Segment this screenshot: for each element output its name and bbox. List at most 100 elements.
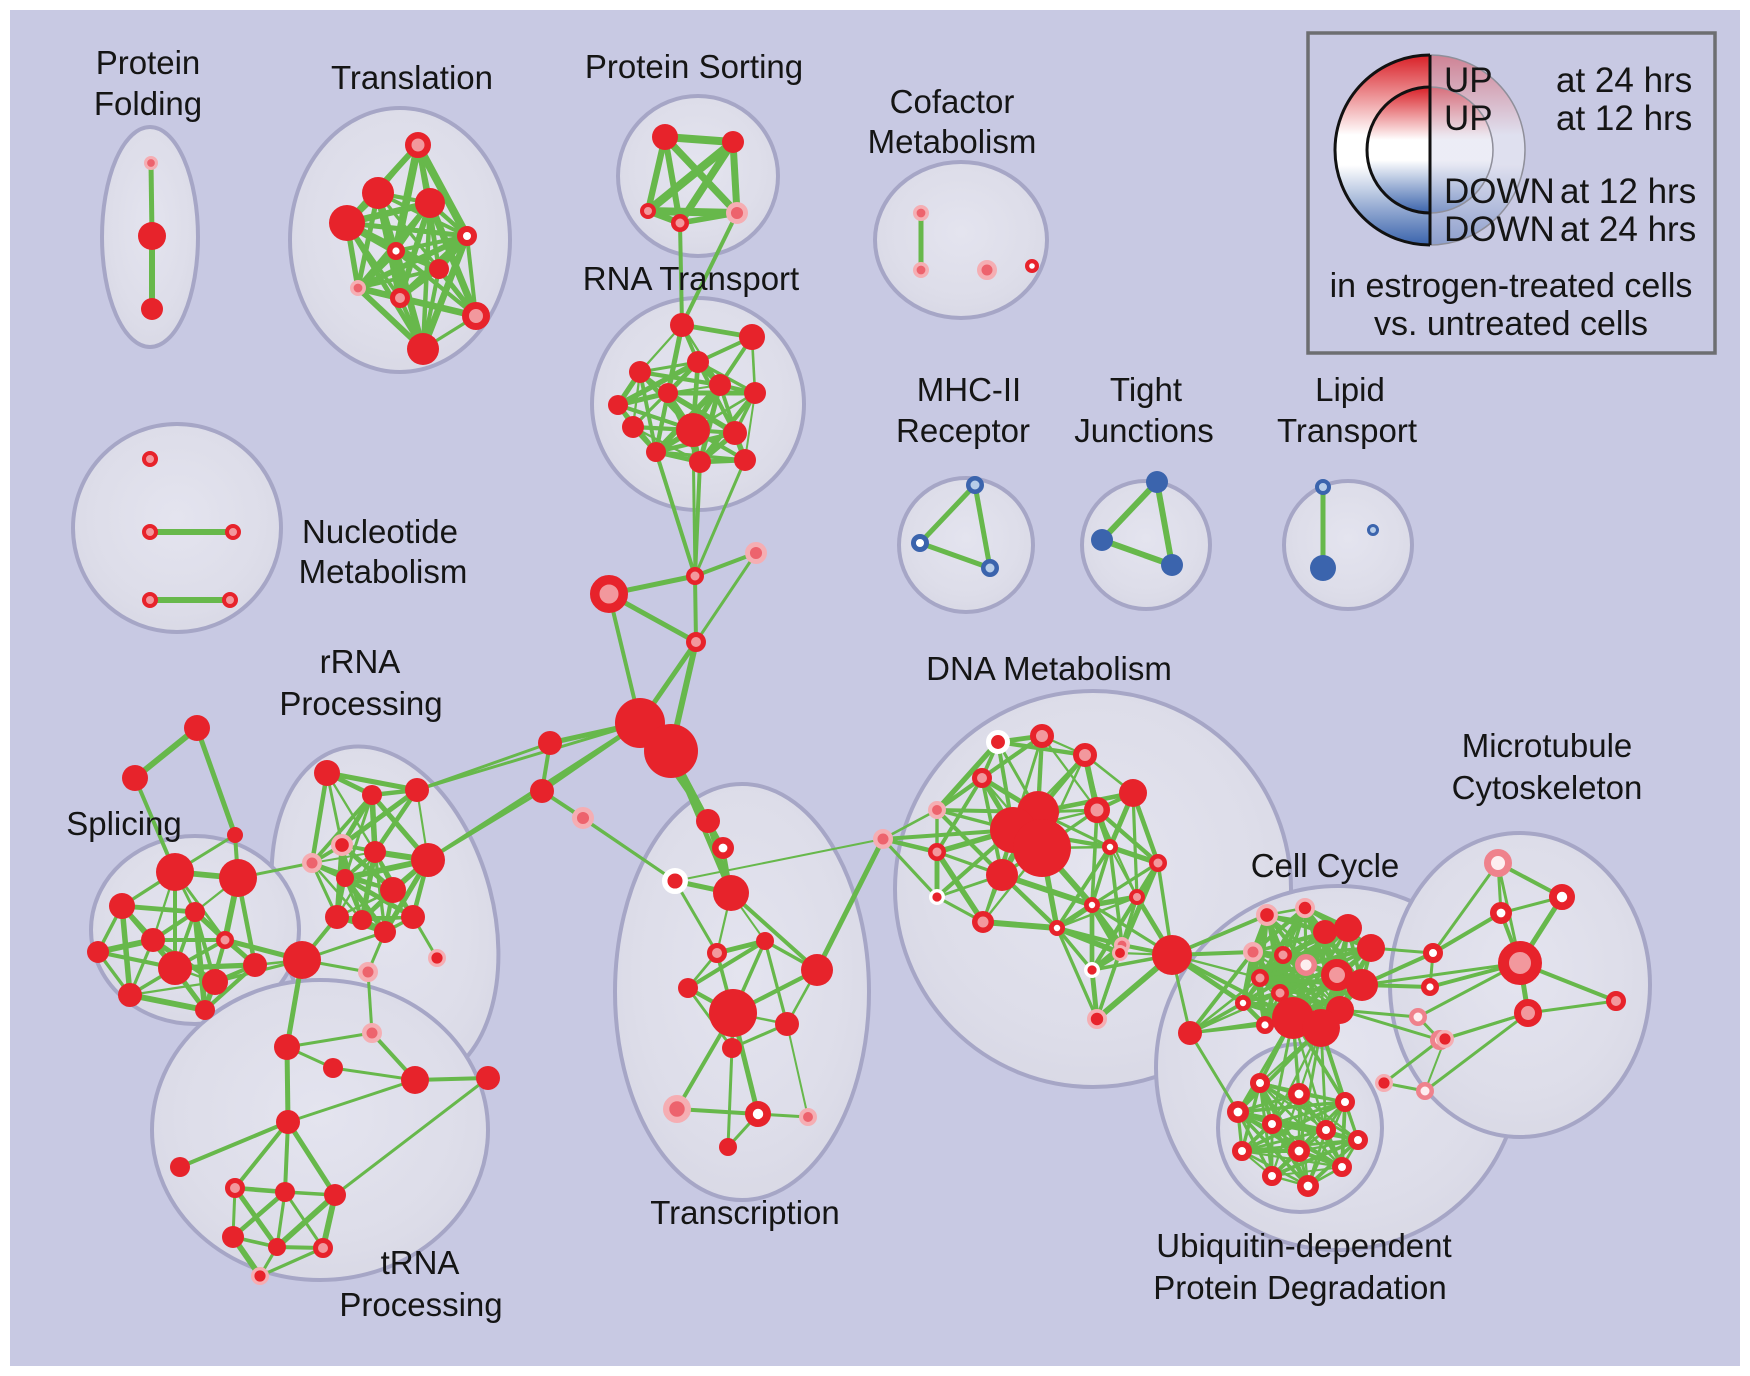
label-dna-metabolism-line1: DNA Metabolism [926, 650, 1172, 687]
graph-edge [1527, 999, 1617, 1015]
graph-edge [427, 789, 543, 862]
node-cc8 [1295, 954, 1317, 976]
node-ub12 [1297, 1175, 1320, 1198]
node-rr4 [330, 834, 353, 857]
node-hb2 [744, 541, 767, 564]
node-rr7 [336, 869, 354, 887]
node-tl10 [462, 302, 490, 330]
graph-edge [882, 808, 938, 841]
graph-edge [691, 429, 697, 577]
node-nm3 [225, 524, 241, 540]
label-protein-folding-line1: Protein [96, 44, 201, 81]
graph-edge [414, 143, 471, 238]
graph-edge [678, 222, 684, 326]
graph-edge [275, 1192, 337, 1250]
cluster-nucleotide-metabolism [71, 422, 283, 634]
node-rt7 [658, 383, 678, 403]
node-cf2 [912, 261, 929, 278]
graph-edge [373, 788, 419, 854]
node-sp6 [109, 893, 135, 919]
node-tl2 [329, 205, 365, 241]
graph-edge [647, 206, 738, 218]
graph-edge [1251, 906, 1307, 954]
node-tn11 [251, 1266, 270, 1285]
node-ub1 [1250, 1073, 1270, 1093]
node-cc9 [1321, 959, 1353, 991]
node-tc10 [801, 954, 833, 986]
node-cc17 [1302, 1009, 1340, 1047]
label-mhc-ii-receptor-line2: Receptor [896, 412, 1030, 449]
node-rr15 [427, 949, 446, 968]
node-hb9 [571, 806, 594, 829]
node-pf3 [141, 298, 163, 320]
graph-edge [1339, 1008, 1441, 1042]
node-sp12 [202, 969, 228, 995]
node-nm2 [142, 524, 158, 540]
node-rr8 [411, 843, 445, 877]
graph-edge [359, 851, 378, 921]
graph-edge [355, 192, 381, 289]
node-cc10 [1346, 969, 1378, 1001]
node-tl7 [429, 259, 449, 279]
graph-edge [179, 1120, 289, 1169]
node-dm16 [928, 888, 945, 905]
node-tl5 [457, 226, 477, 246]
graph-edge [616, 359, 700, 408]
node-pf2 [138, 222, 166, 250]
node-rr3 [405, 778, 429, 802]
node-ps2 [722, 131, 744, 153]
graph-edge [285, 1120, 338, 1197]
graph-edge [1188, 1032, 1240, 1113]
node-rt1 [670, 313, 694, 337]
graph-edge [311, 862, 363, 921]
node-mh1 [966, 476, 984, 494]
node-rr17 [401, 1066, 429, 1094]
graph-edge [1259, 976, 1341, 1012]
cluster-lipid-transport [1282, 479, 1414, 611]
node-tc6 [707, 943, 727, 963]
node-ub6 [1316, 1120, 1336, 1140]
label-cofactor-metabolism-line1: Cofactor [890, 83, 1015, 120]
graph-edge [1090, 809, 1099, 906]
graph-edge [1090, 846, 1112, 906]
graph-edge [119, 905, 133, 996]
node-rt3 [629, 361, 651, 383]
node-cc4 [1334, 914, 1362, 942]
graph-edge [416, 741, 551, 792]
label-ubiquitin-degradation-line2: Protein Degradation [1153, 1269, 1447, 1306]
graph-edge [1189, 976, 1261, 1035]
label-layer: Protein Folding Translation Protein Sorting… [66, 44, 1642, 1323]
node-tc1 [696, 809, 720, 833]
graph-edge [357, 267, 440, 290]
node-rt13 [734, 449, 756, 471]
node-sp10 [216, 931, 234, 949]
node-mh2 [910, 533, 929, 552]
graph-edge [1241, 1128, 1327, 1153]
node-tj2 [1091, 529, 1113, 551]
label-cofactor-metabolism-line2: Metabolism [868, 123, 1037, 160]
graph-edge [1431, 862, 1500, 954]
node-cc13 [1235, 995, 1252, 1012]
label-nucleotide-metabolism-line1: Nucleotide [302, 513, 458, 550]
node-dm14 [1102, 839, 1119, 856]
node-cc1 [1255, 904, 1278, 927]
node-ub8 [1232, 1141, 1252, 1161]
node-mt2 [1549, 884, 1576, 911]
node-dm17 [972, 911, 994, 933]
node-ccL [1178, 1021, 1202, 1045]
label-protein-sorting-line1: Protein Sorting [585, 48, 803, 85]
graph-edge [881, 837, 939, 899]
node-sp13 [243, 953, 267, 977]
node-dm23 [1084, 961, 1101, 978]
graph-edge [582, 816, 676, 883]
graph-edge [133, 725, 199, 781]
graph-edge [1431, 911, 1503, 955]
node-tc11 [722, 1038, 742, 1058]
node-lt1 [1315, 479, 1331, 495]
node-dm12 [1013, 819, 1071, 877]
node-sp9 [87, 941, 109, 963]
graph-edge [1056, 895, 1138, 930]
label-transcription-line1: Transcription [650, 1194, 840, 1231]
node-rr14 [358, 962, 378, 982]
